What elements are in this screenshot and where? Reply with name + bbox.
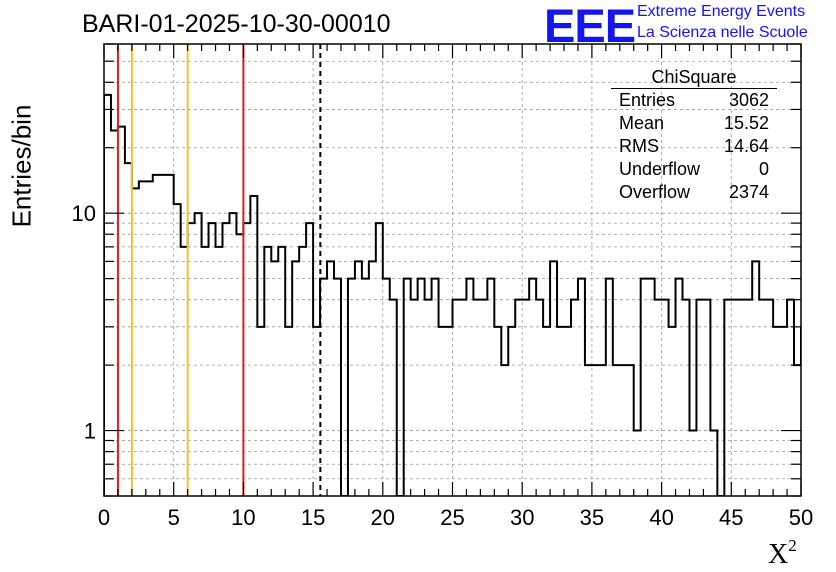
stats-label: RMS xyxy=(619,136,659,156)
x-tick-label: 30 xyxy=(510,505,534,530)
y-tick-label: 1 xyxy=(84,419,96,444)
stats-row-entries: Entries 3062 xyxy=(611,89,777,112)
stats-label: Mean xyxy=(619,113,665,133)
x-tick-label: 10 xyxy=(231,505,255,530)
x-tick-label: 50 xyxy=(789,505,813,530)
stats-box: ChiSquare Entries 3062 Mean 15.52 RMS 14… xyxy=(611,66,777,204)
stats-label: Entries xyxy=(619,90,676,110)
histogram-series xyxy=(104,93,801,496)
logo-tagline-2: La Scienza nelle Scuole xyxy=(637,24,808,41)
x-tick-label: 0 xyxy=(98,505,110,530)
stats-value: 0 xyxy=(758,159,769,179)
x-tick-label: 15 xyxy=(301,505,325,530)
x-tick-label: 25 xyxy=(440,505,464,530)
x-axis-label-text: X xyxy=(768,539,789,570)
y-axis-label: Entries/bin xyxy=(6,104,37,228)
stats-label: Overflow xyxy=(619,182,691,202)
eee-logo: EEE xyxy=(544,0,636,52)
x-tick-label: 20 xyxy=(371,505,395,530)
x-axis-label: X2 xyxy=(768,536,797,571)
stats-value: 3062 xyxy=(728,90,769,110)
x-tick-label: 40 xyxy=(649,505,673,530)
stats-value: 2374 xyxy=(728,182,769,202)
x-tick-label: 5 xyxy=(168,505,180,530)
stats-value: 15.52 xyxy=(723,113,769,133)
stats-row-rms: RMS 14.64 xyxy=(611,135,777,158)
stats-value: 14.64 xyxy=(723,136,769,156)
stats-label: Underflow xyxy=(619,159,701,179)
y-axis-label-box: Entries/bin xyxy=(2,105,42,228)
x-axis-label-sup: 2 xyxy=(788,536,797,555)
stats-row-overflow: Overflow 2374 xyxy=(611,181,777,204)
chart-title: BARI-01-2025-10-30-00010 xyxy=(82,10,391,38)
stats-title: ChiSquare xyxy=(611,66,777,89)
x-tick-label: 35 xyxy=(580,505,604,530)
stats-row-underflow: Underflow 0 xyxy=(611,158,777,181)
stats-row-mean: Mean 15.52 xyxy=(611,112,777,135)
y-tick-label: 10 xyxy=(72,201,96,226)
x-tick-label: 45 xyxy=(719,505,743,530)
logo-tagline-1: Extreme Energy Events xyxy=(637,3,806,20)
